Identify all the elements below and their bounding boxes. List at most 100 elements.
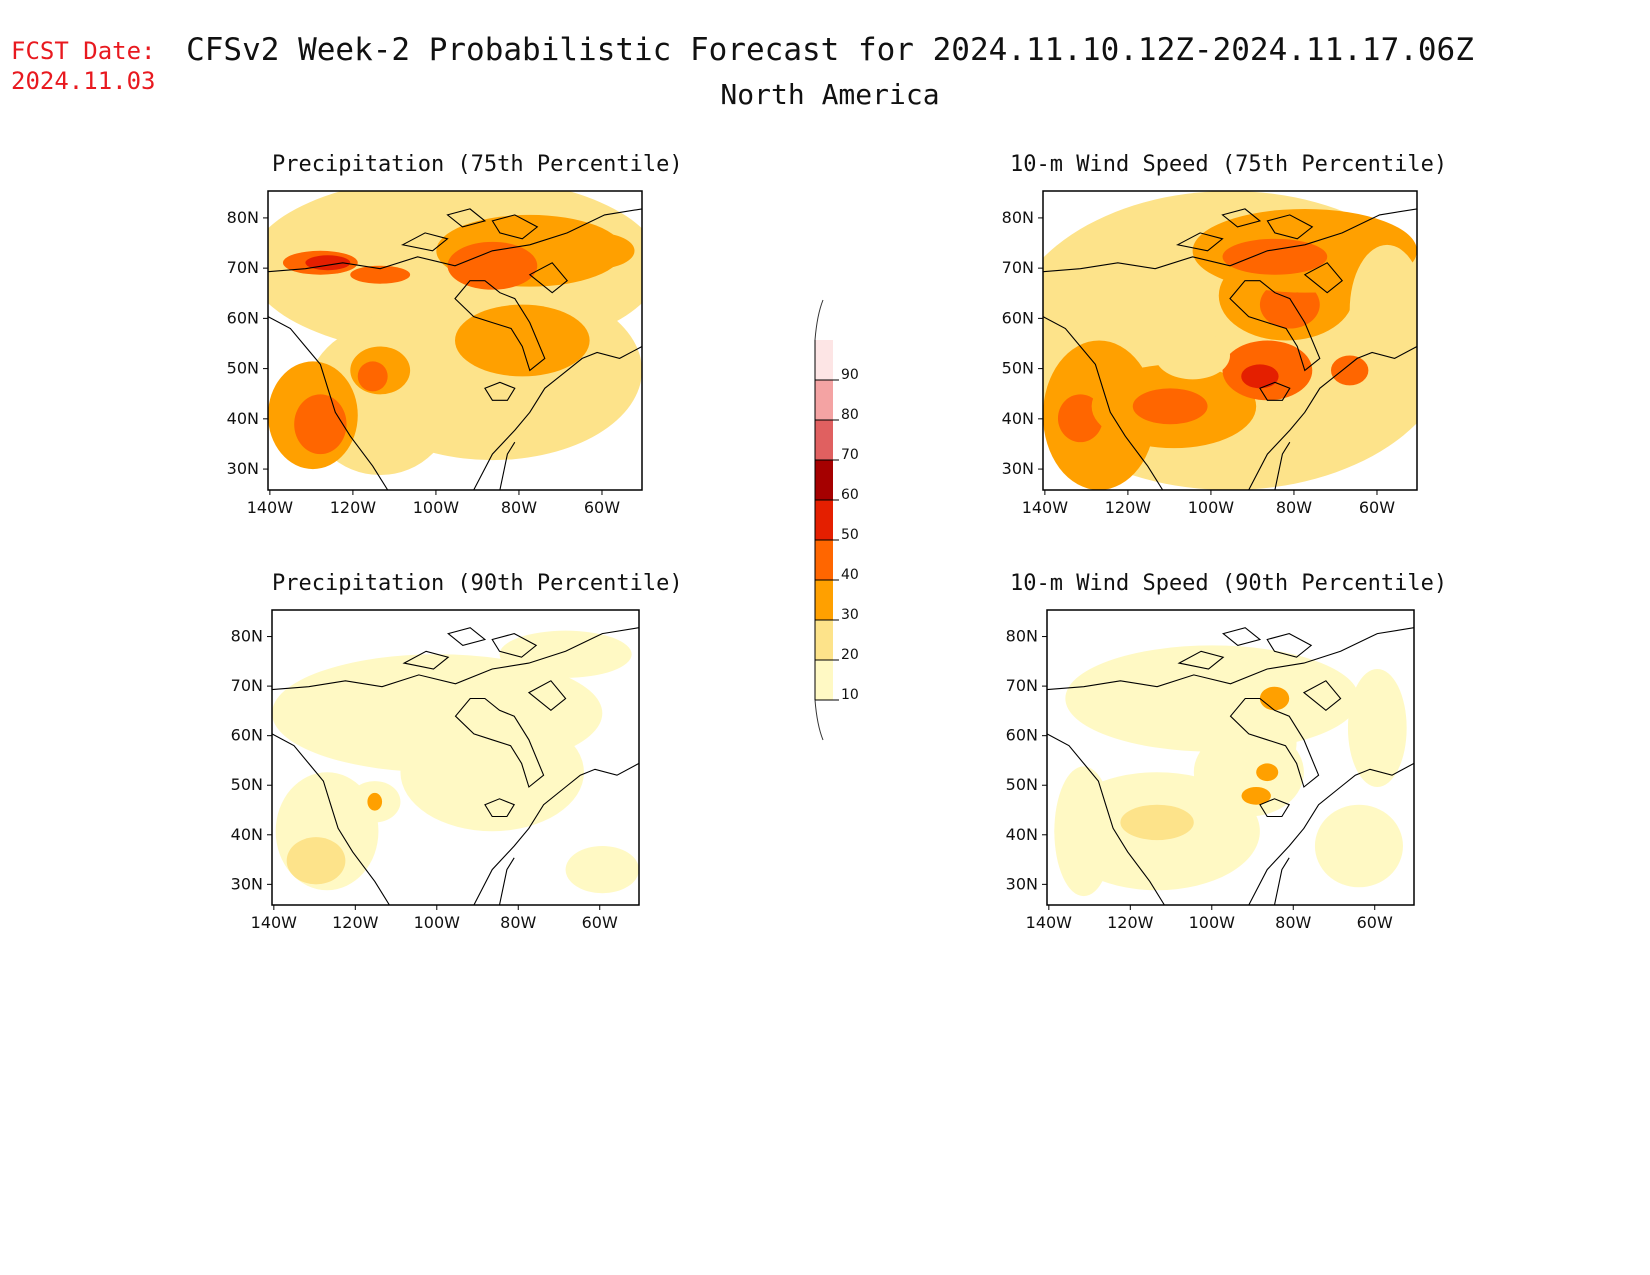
coastline <box>268 208 642 273</box>
coastline <box>454 280 546 372</box>
probability-shading <box>1241 787 1271 805</box>
probability-shading <box>294 394 347 455</box>
colorbar-segment <box>815 420 833 460</box>
lon-tick-label: 120W <box>1105 498 1152 517</box>
map-content <box>1047 610 1414 905</box>
lat-tick-label: 50N <box>227 359 259 378</box>
coastline <box>1266 214 1314 240</box>
probability-shading <box>565 846 639 894</box>
coastline <box>268 316 389 490</box>
coastline <box>446 208 487 228</box>
coastline <box>1043 208 1417 273</box>
colorbar-bottom-arrow <box>814 699 824 741</box>
page-subtitle: North America <box>720 78 940 111</box>
lat-tick-label: 70N <box>231 676 263 695</box>
coastline <box>1303 262 1343 294</box>
probability-shading <box>286 837 346 885</box>
lon-tick-label: 140W <box>1022 498 1069 517</box>
lat-tick-label: 30N <box>1002 459 1034 478</box>
lat-tick-label: 70N <box>1002 258 1034 277</box>
coastline <box>1259 798 1291 818</box>
probability-shading <box>559 232 635 269</box>
lon-tick-label: 140W <box>1026 913 1073 932</box>
forecast-date-value: 2024.11.03 <box>11 67 156 95</box>
probability-shading <box>357 361 388 392</box>
probability-shading <box>455 304 590 377</box>
lat-tick-label: 30N <box>1006 874 1038 893</box>
lat-tick-label: 80N <box>227 208 259 227</box>
lat-tick-label: 70N <box>227 258 259 277</box>
lon-tick-label: 60W <box>1357 913 1393 932</box>
colorbar-segment <box>815 660 833 700</box>
probability-shading <box>367 792 383 811</box>
coastline <box>1047 733 1165 905</box>
coastline <box>1274 441 1291 490</box>
coastline <box>484 381 516 401</box>
colorbar-segment <box>815 620 833 660</box>
colorbar-segment <box>815 340 833 380</box>
coastline <box>491 214 539 240</box>
coastline <box>499 441 516 490</box>
probability-shading <box>1349 244 1417 377</box>
colorbar-segment <box>815 380 833 420</box>
coastline <box>1273 857 1290 905</box>
probability-shading <box>350 265 411 284</box>
coastline <box>1047 627 1414 691</box>
probability-shading <box>1241 364 1279 389</box>
lon-tick-label: 140W <box>247 498 294 517</box>
coastline <box>1229 697 1320 788</box>
probability-shading <box>1222 238 1328 275</box>
lon-tick-label: 100W <box>413 498 460 517</box>
probability-shading <box>1120 804 1194 841</box>
coastline <box>1248 762 1414 905</box>
panel-title: Precipitation (90th Percentile) <box>272 571 683 596</box>
lat-tick-label: 50N <box>1006 775 1038 794</box>
probability-shading <box>1330 355 1369 386</box>
lat-tick-label: 60N <box>227 308 259 327</box>
probability-shading <box>499 630 632 678</box>
forecast-date-block: FCST Date: 2024.11.03 <box>11 36 156 96</box>
panel-title: 10-m Wind Speed (90th Percentile) <box>1010 571 1448 596</box>
coastline <box>1221 208 1262 228</box>
lon-tick-label: 60W <box>584 498 620 517</box>
colorbar-top-arrow <box>814 299 824 341</box>
colorbar-segment <box>815 580 833 620</box>
map-content <box>272 610 639 905</box>
colorbar-label: 20 <box>841 647 859 663</box>
colorbar-label: 80 <box>841 407 859 423</box>
map-frame <box>1042 190 1418 491</box>
coastline <box>491 633 538 658</box>
coastline <box>272 733 390 905</box>
coastline <box>1177 650 1225 670</box>
lon-tick-label: 140W <box>251 913 298 932</box>
colorbar-label: 40 <box>841 567 859 583</box>
coastline <box>272 627 639 691</box>
colorbar-label: 50 <box>841 527 859 543</box>
lat-tick-label: 40N <box>1006 825 1038 844</box>
coastline <box>1302 680 1342 712</box>
lon-tick-label: 120W <box>1107 913 1154 932</box>
lon-tick-label: 80W <box>501 498 537 517</box>
probability-shading <box>1054 766 1114 897</box>
lat-tick-label: 40N <box>227 409 259 428</box>
colorbar-label: 90 <box>841 367 859 383</box>
lat-tick-label: 40N <box>1002 409 1034 428</box>
coastline <box>484 798 516 818</box>
probability-shading <box>1132 388 1208 425</box>
coastline <box>454 697 545 788</box>
coastline <box>527 680 567 712</box>
map-frame <box>1046 609 1415 906</box>
coastline <box>402 650 450 670</box>
colorbar-segment <box>815 500 833 540</box>
lat-tick-label: 60N <box>231 726 263 745</box>
probability-shading <box>447 241 538 290</box>
colorbar-label: 30 <box>841 607 859 623</box>
lon-tick-label: 100W <box>1188 498 1235 517</box>
forecast-date-label: FCST Date: <box>11 37 156 65</box>
coastline <box>1259 381 1291 401</box>
probability-shading <box>1237 707 1297 779</box>
probability-shading <box>1155 331 1230 380</box>
